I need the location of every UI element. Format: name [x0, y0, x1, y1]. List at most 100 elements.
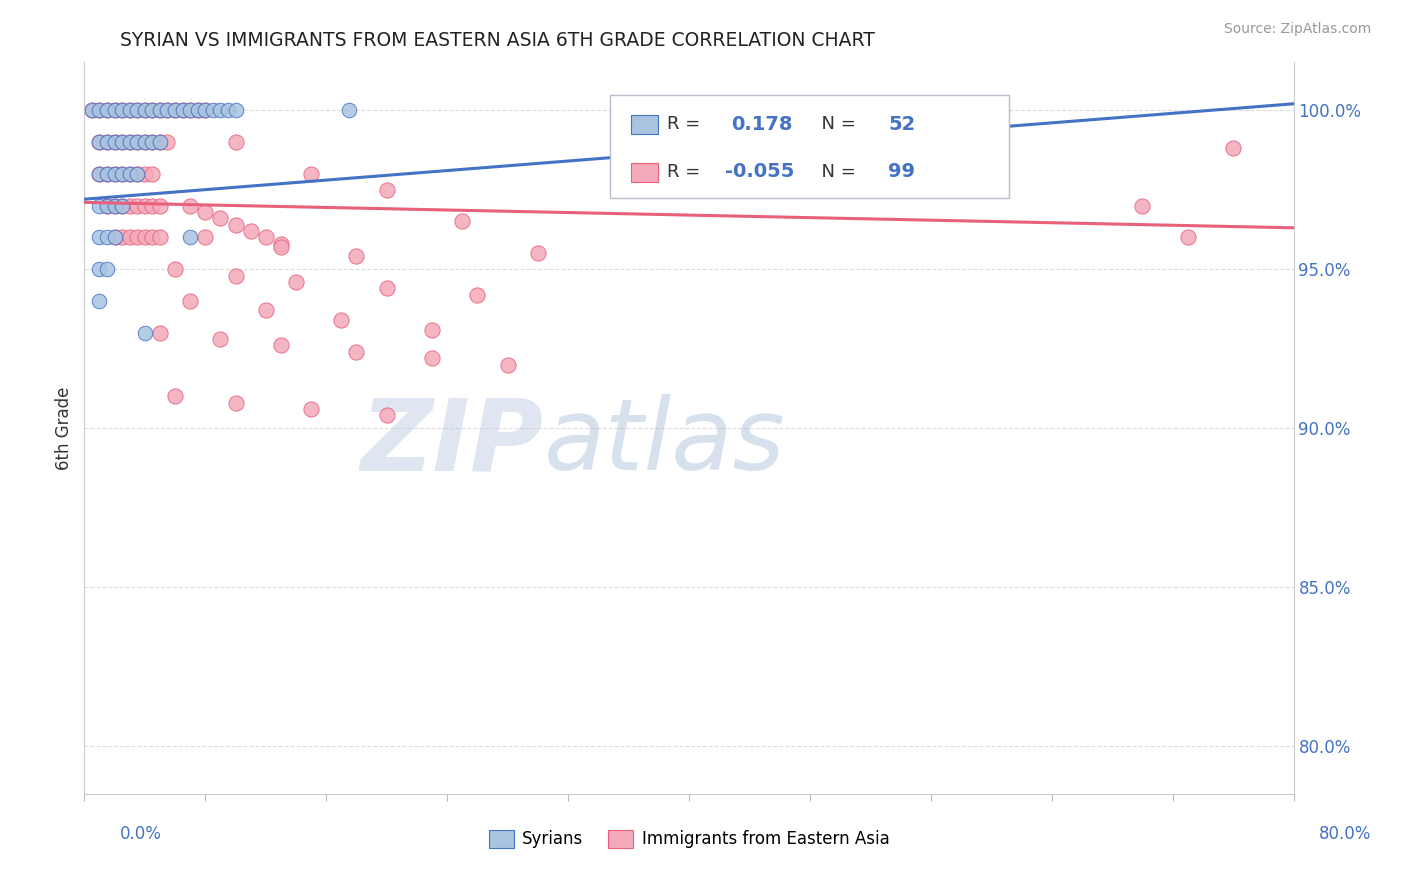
- Point: [111, 167, 134, 181]
- Point: [299, 167, 322, 181]
- Point: [111, 230, 134, 244]
- Text: 52: 52: [889, 115, 915, 134]
- Point: [187, 103, 209, 117]
- Point: [89, 167, 111, 181]
- FancyBboxPatch shape: [610, 95, 1010, 198]
- Point: [165, 103, 187, 117]
- Point: [134, 135, 156, 149]
- Point: [299, 402, 322, 417]
- Point: [225, 135, 247, 149]
- Point: [118, 198, 141, 212]
- Text: N =: N =: [810, 162, 862, 181]
- Point: [141, 103, 163, 117]
- Point: [104, 167, 127, 181]
- Point: [89, 103, 111, 117]
- Point: [149, 135, 172, 149]
- Point: [127, 103, 149, 117]
- Point: [149, 230, 172, 244]
- Point: [239, 224, 262, 238]
- Point: [965, 151, 987, 165]
- Point: [496, 358, 519, 372]
- Point: [89, 135, 111, 149]
- Point: [104, 103, 127, 117]
- Point: [225, 103, 247, 117]
- Point: [104, 103, 127, 117]
- Point: [118, 230, 141, 244]
- Text: 0.0%: 0.0%: [120, 825, 162, 843]
- Point: [225, 395, 247, 409]
- Point: [141, 230, 163, 244]
- Point: [172, 103, 194, 117]
- Point: [96, 230, 118, 244]
- Point: [118, 103, 141, 117]
- Point: [80, 103, 103, 117]
- Point: [89, 167, 111, 181]
- Point: [111, 135, 134, 149]
- Point: [337, 103, 360, 117]
- Point: [134, 326, 156, 340]
- Point: [127, 135, 149, 149]
- Point: [134, 230, 156, 244]
- Point: [89, 135, 111, 149]
- Point: [134, 103, 156, 117]
- Point: [96, 198, 118, 212]
- Point: [96, 103, 118, 117]
- Point: [156, 103, 179, 117]
- Point: [156, 103, 179, 117]
- FancyBboxPatch shape: [631, 162, 658, 182]
- Point: [141, 135, 163, 149]
- Point: [254, 230, 277, 244]
- Legend: Syrians, Immigrants from Eastern Asia: Syrians, Immigrants from Eastern Asia: [482, 823, 896, 855]
- Point: [270, 236, 292, 251]
- Point: [80, 103, 103, 117]
- Point: [375, 281, 398, 295]
- Point: [89, 293, 111, 308]
- Text: SYRIAN VS IMMIGRANTS FROM EASTERN ASIA 6TH GRADE CORRELATION CHART: SYRIAN VS IMMIGRANTS FROM EASTERN ASIA 6…: [120, 31, 875, 50]
- Point: [179, 230, 201, 244]
- Point: [111, 167, 134, 181]
- Point: [149, 103, 172, 117]
- Text: 99: 99: [889, 162, 915, 181]
- Point: [149, 326, 172, 340]
- Point: [179, 293, 201, 308]
- Point: [890, 103, 912, 117]
- Point: [346, 249, 368, 263]
- Point: [127, 167, 149, 181]
- Point: [165, 103, 187, 117]
- Point: [111, 198, 134, 212]
- Point: [104, 167, 127, 181]
- Point: [104, 230, 127, 244]
- FancyBboxPatch shape: [631, 115, 658, 135]
- Point: [127, 230, 149, 244]
- Text: atlas: atlas: [544, 394, 786, 491]
- Point: [111, 103, 134, 117]
- Text: 0.178: 0.178: [731, 115, 793, 134]
- Point: [104, 198, 127, 212]
- Point: [134, 198, 156, 212]
- Point: [225, 218, 247, 232]
- Point: [104, 135, 127, 149]
- Point: [134, 167, 156, 181]
- Point: [179, 103, 201, 117]
- Point: [194, 205, 217, 219]
- Point: [179, 103, 201, 117]
- Text: R =: R =: [668, 115, 706, 133]
- Point: [375, 183, 398, 197]
- Point: [127, 135, 149, 149]
- Point: [141, 103, 163, 117]
- Point: [127, 198, 149, 212]
- Text: ZIP: ZIP: [361, 394, 544, 491]
- Y-axis label: 6th Grade: 6th Grade: [55, 386, 73, 470]
- Point: [104, 198, 127, 212]
- Point: [270, 240, 292, 254]
- Point: [134, 135, 156, 149]
- Point: [156, 135, 179, 149]
- Point: [254, 303, 277, 318]
- Point: [420, 322, 443, 336]
- Point: [149, 135, 172, 149]
- Point: [420, 351, 443, 366]
- Point: [270, 338, 292, 352]
- Point: [89, 198, 111, 212]
- Point: [96, 103, 118, 117]
- Point: [118, 167, 141, 181]
